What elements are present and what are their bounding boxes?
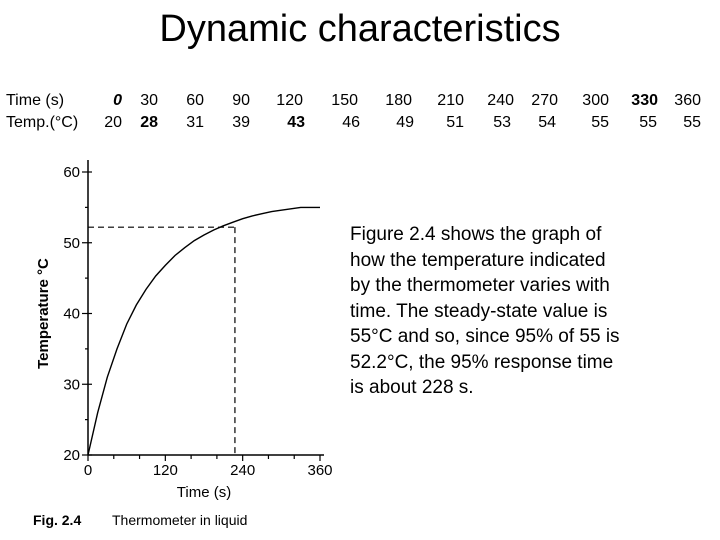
temp-cell: 51	[446, 114, 464, 131]
temp-cell: 43	[287, 114, 305, 131]
time-cell: 180	[385, 92, 412, 109]
y-axis-label: Temperature °C	[35, 258, 52, 369]
time-cell: 210	[437, 92, 464, 109]
temperature-chart: 20 30 40 50 60 0 120 240 360 Time (s) Temperature …	[33, 160, 333, 528]
time-row-label: Time (s)	[6, 92, 65, 109]
time-cell: 360	[674, 92, 701, 109]
temp-cell: 28	[140, 114, 158, 131]
temp-cell: 46	[342, 114, 360, 131]
temp-cell: 20	[104, 114, 122, 131]
y-tick-label: 30	[63, 376, 80, 393]
temp-cell: 55	[639, 114, 657, 131]
temp-cell: 31	[186, 114, 204, 131]
temp-cell: 54	[538, 114, 556, 131]
temp-cell: 39	[232, 114, 250, 131]
data-table: Time (s) Temp.(°C) 0 30 60 90 120 150 180 210 24…	[0, 92, 720, 136]
time-cell: 90	[232, 92, 250, 109]
y-tick-label: 20	[63, 447, 80, 464]
time-cell: 150	[331, 92, 358, 109]
temp-cell: 53	[493, 114, 511, 131]
time-cell: 0	[113, 92, 122, 109]
time-cell: 30	[140, 92, 158, 109]
temp-row-label: Temp.(°C)	[6, 114, 79, 131]
x-axis-label: Time (s)	[177, 484, 231, 501]
time-cell: 120	[276, 92, 303, 109]
y-tick-label: 60	[63, 164, 80, 181]
x-tick-label: 360	[307, 462, 332, 479]
page-title: Dynamic characteristics	[159, 8, 561, 50]
time-cell: 330	[631, 92, 658, 109]
y-tick-label: 50	[63, 235, 80, 252]
figure-label: Fig. 2.4	[33, 512, 81, 528]
time-cell: 300	[582, 92, 609, 109]
figure-caption: Thermometer in liquid	[112, 512, 247, 528]
temp-cell: 55	[683, 114, 701, 131]
time-cell: 270	[531, 92, 558, 109]
series-line	[87, 206, 320, 456]
x-tick-label: 120	[153, 462, 178, 479]
x-tick-label: 0	[84, 462, 92, 479]
time-cell: 240	[487, 92, 514, 109]
x-tick-label: 240	[230, 462, 255, 479]
description-paragraph: Figure 2.4 shows the graph of how the te…	[350, 224, 620, 398]
temp-cell: 55	[591, 114, 609, 131]
temp-cell: 49	[396, 114, 414, 131]
y-tick-label: 40	[63, 306, 80, 323]
time-cell: 60	[186, 92, 204, 109]
